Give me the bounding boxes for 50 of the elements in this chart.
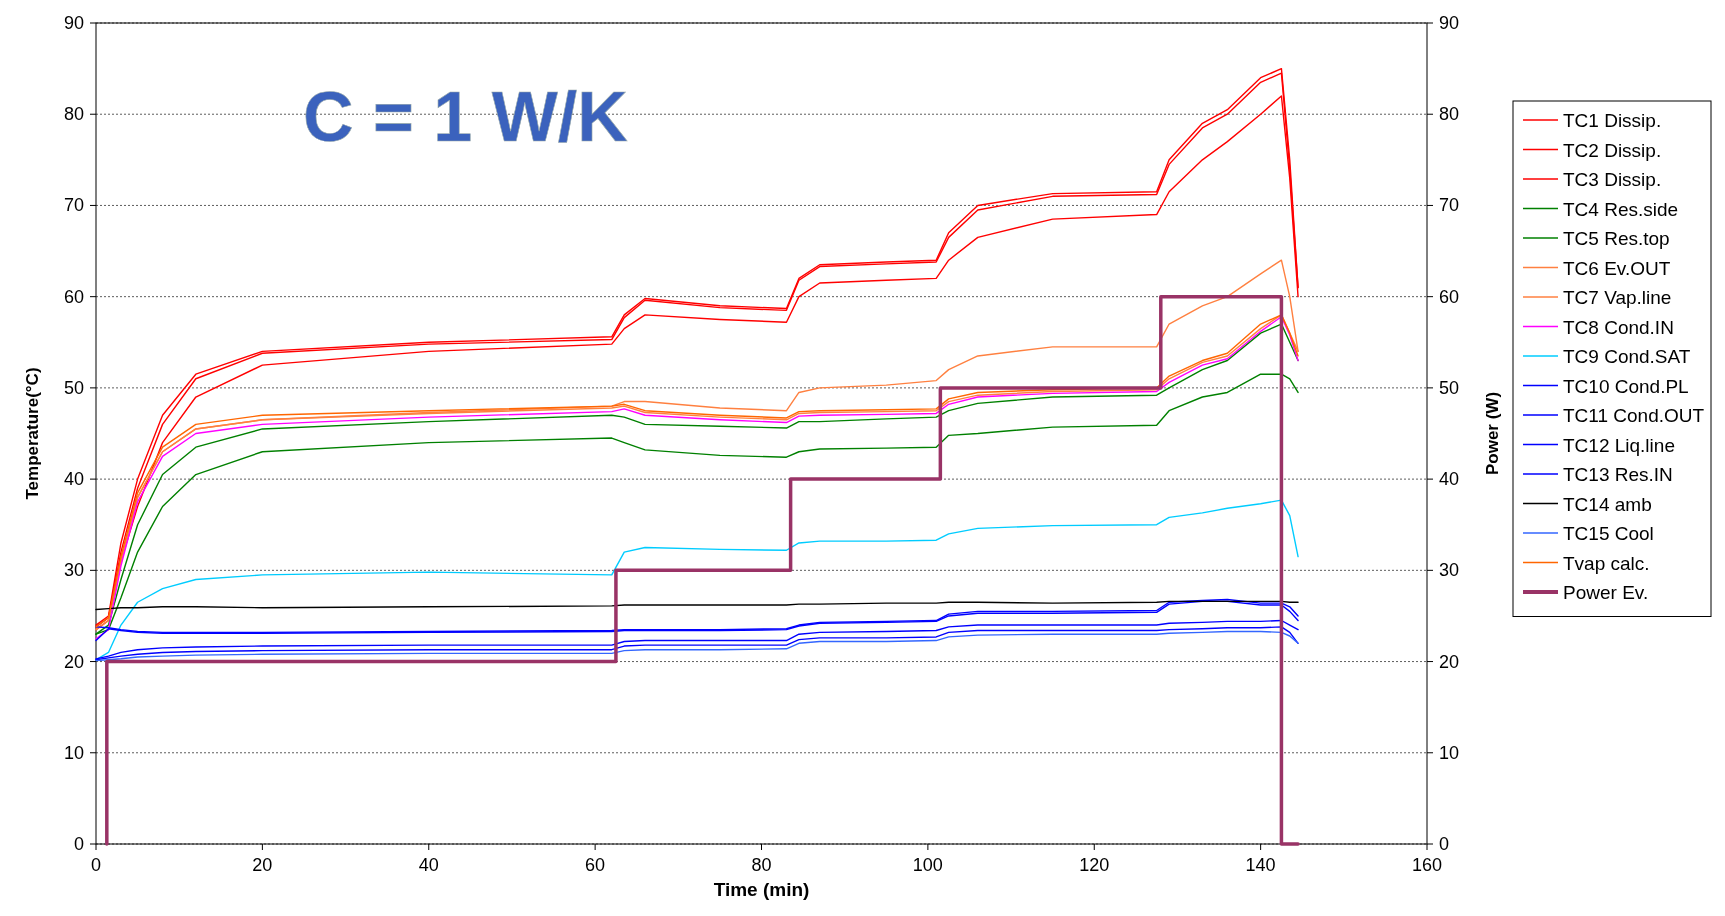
y-tick-label: 40: [63, 469, 84, 490]
y2-tick-label: 80: [1439, 104, 1460, 125]
y-tick-label: 50: [63, 377, 84, 398]
legend-label: TC8 Cond.IN: [1563, 316, 1674, 338]
y2-tick-label: 30: [1439, 560, 1460, 581]
y-tick-label: 20: [63, 651, 84, 672]
y-tick-label: 60: [63, 286, 84, 307]
legend-label: TC6 Ev.OUT: [1563, 257, 1671, 279]
y2-tick-label: 90: [1439, 13, 1460, 33]
legend-label: TC15 Cool: [1563, 523, 1654, 544]
x-tick-label: 160: [1411, 855, 1443, 875]
legend-label: TC13 Res.IN: [1563, 464, 1673, 485]
legend-label: TC12 Liq.line: [1563, 434, 1675, 456]
x-tick-label: 120: [1079, 855, 1110, 875]
y2-tick-label: 60: [1439, 286, 1460, 307]
y2-tick-label: 10: [1439, 742, 1460, 763]
x-tick-label: 100: [912, 855, 943, 875]
legend-label: TC11 Cond.OUT: [1563, 405, 1705, 426]
legend-label: Tvap calc.: [1563, 552, 1650, 574]
y2-tick-label: 50: [1439, 377, 1460, 398]
y2-tick-label: 0: [1439, 834, 1450, 854]
y2-tick-label: 70: [1439, 195, 1460, 216]
legend-label: Power Ev.: [1563, 582, 1649, 603]
x-tick-label: 40: [418, 855, 439, 875]
y-tick-label: 10: [63, 742, 84, 763]
y-tick-label: 80: [63, 104, 84, 125]
annotation: C = 1 W/K: [303, 78, 628, 156]
legend-label: TC4 Res.side: [1563, 198, 1679, 220]
legend-label: TC7 Vap.line: [1563, 287, 1672, 308]
y-tick-label: 0: [73, 834, 84, 854]
legend-label: TC14 amb: [1563, 493, 1652, 515]
y-axis-title: Temperature(°C): [23, 367, 42, 500]
legend-label: TC1 Dissip.: [1563, 110, 1662, 131]
y-tick-label: 30: [63, 560, 84, 581]
y2-tick-label: 20: [1439, 651, 1460, 672]
y2-axis-title: Power (W): [1483, 391, 1502, 476]
legend-label: TC9 Cond.SAT: [1563, 346, 1691, 367]
x-axis-title: Time (min): [713, 879, 810, 900]
legend-label: TC5 Res.top: [1563, 228, 1670, 249]
legend-label: TC3 Dissip.: [1563, 169, 1662, 190]
y2-tick-label: 40: [1439, 469, 1460, 490]
legend-label: TC2 Dissip.: [1563, 139, 1662, 161]
legend-label: TC10 Cond.PL: [1563, 375, 1689, 397]
x-tick-label: 20: [252, 855, 273, 875]
x-tick-label: 140: [1245, 855, 1276, 875]
x-tick-label: 60: [585, 855, 606, 875]
y-tick-label: 90: [63, 13, 84, 33]
x-tick-label: 0: [90, 855, 102, 875]
y-tick-label: 70: [63, 195, 84, 216]
x-tick-label: 80: [751, 855, 772, 875]
